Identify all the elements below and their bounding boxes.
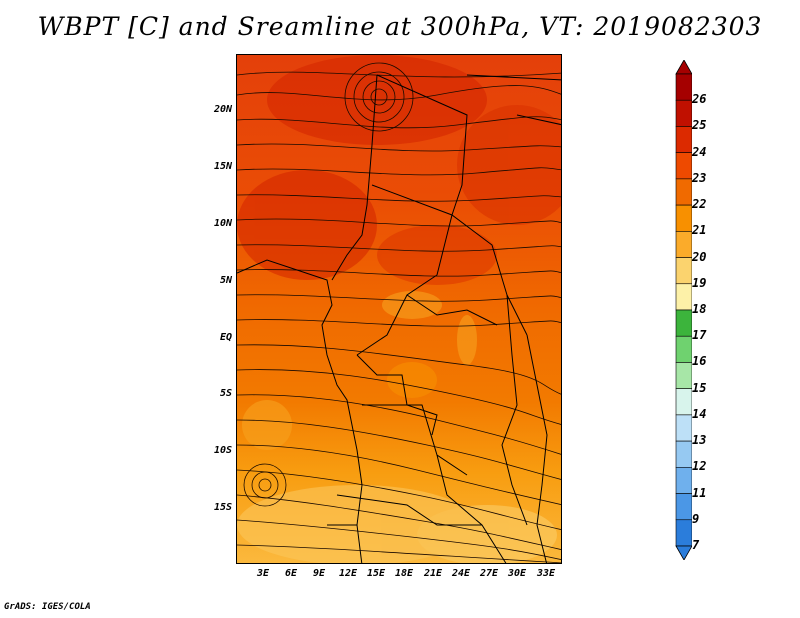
colorbar-segment bbox=[675, 231, 692, 258]
colorbar-label: 11 bbox=[692, 485, 707, 500]
streamlines bbox=[237, 62, 561, 563]
lon-label-33e: 33E bbox=[536, 568, 556, 579]
map-svg bbox=[237, 55, 561, 563]
colorbar-segment bbox=[675, 99, 692, 127]
lat-label-15s: 15S bbox=[213, 502, 232, 513]
colorbar-segment bbox=[675, 467, 692, 494]
colorbar-label: 18 bbox=[692, 302, 707, 316]
map-panel bbox=[236, 54, 562, 564]
lon-label-27e: 27E bbox=[479, 568, 499, 579]
footer-credit: GrADS: IGES/COLA bbox=[4, 602, 91, 612]
colorbar-label: 7 bbox=[692, 538, 700, 552]
colorbar-label: 14 bbox=[692, 406, 707, 421]
lon-label-9e: 9E bbox=[312, 568, 326, 579]
colorbar-segment bbox=[675, 73, 692, 101]
colorbar-max-arrow-icon bbox=[675, 60, 692, 75]
colorbar-segment bbox=[675, 335, 692, 363]
colorbar-label: 26 bbox=[692, 92, 707, 107]
colorbar-segment bbox=[675, 257, 692, 285]
colorbar bbox=[675, 60, 692, 560]
lat-label-20n: 20N bbox=[213, 104, 232, 115]
colorbar-segment bbox=[675, 414, 692, 442]
colorbar-label: 23 bbox=[692, 170, 707, 185]
colorbar-label: 22 bbox=[692, 197, 707, 212]
chart-title: WBPT [C] and Sreamline at 300hPa, VT: 20… bbox=[37, 12, 763, 41]
lat-label-5n: 5N bbox=[219, 275, 232, 286]
colorbar-label: 24 bbox=[692, 144, 707, 159]
colorbar-label: 12 bbox=[692, 459, 707, 474]
lon-label-21e: 21E bbox=[423, 568, 443, 579]
colorbar-segment bbox=[675, 152, 692, 180]
lon-label-6e: 6E bbox=[284, 568, 298, 579]
colorbar-label: 9 bbox=[692, 511, 700, 526]
colorbar-label: 19 bbox=[692, 275, 707, 290]
colorbar-label: 20 bbox=[692, 249, 707, 264]
colorbar-segment bbox=[675, 178, 692, 206]
lat-label-10s: 10S bbox=[213, 445, 232, 456]
lon-label-15e: 15E bbox=[366, 568, 386, 579]
colorbar-segment bbox=[675, 493, 692, 521]
colorbar-segment bbox=[675, 204, 692, 232]
colorbar-label: 25 bbox=[692, 118, 707, 133]
lat-label-5s: 5S bbox=[219, 388, 232, 399]
colorbar-label: 21 bbox=[692, 223, 707, 238]
colorbar-segment bbox=[675, 519, 692, 547]
colorbar-label: 13 bbox=[692, 433, 707, 448]
colorbar-segment bbox=[675, 309, 692, 337]
lon-label-24e: 24E bbox=[451, 568, 471, 579]
lat-label-15n: 15N bbox=[213, 161, 232, 172]
colorbar-segment bbox=[675, 388, 692, 416]
lon-label-3e: 3E bbox=[256, 568, 270, 579]
colorbar-segment bbox=[675, 126, 692, 153]
colorbar-segment bbox=[675, 283, 692, 311]
colorbar-segment bbox=[675, 362, 692, 389]
colorbar-min-arrow-icon bbox=[675, 545, 692, 560]
colorbar-label: 15 bbox=[692, 380, 707, 395]
lon-label-12e: 12E bbox=[338, 568, 358, 579]
lon-label-18e: 18E bbox=[394, 568, 414, 579]
colorbar-label: 17 bbox=[692, 328, 707, 343]
country-borders bbox=[237, 74, 561, 563]
colorbar-label: 16 bbox=[692, 354, 707, 369]
lat-label-eq: EQ bbox=[219, 332, 232, 343]
colorbar-segment bbox=[675, 440, 692, 468]
lat-label-10n: 10N bbox=[213, 218, 232, 229]
lon-label-30e: 30E bbox=[507, 568, 527, 579]
